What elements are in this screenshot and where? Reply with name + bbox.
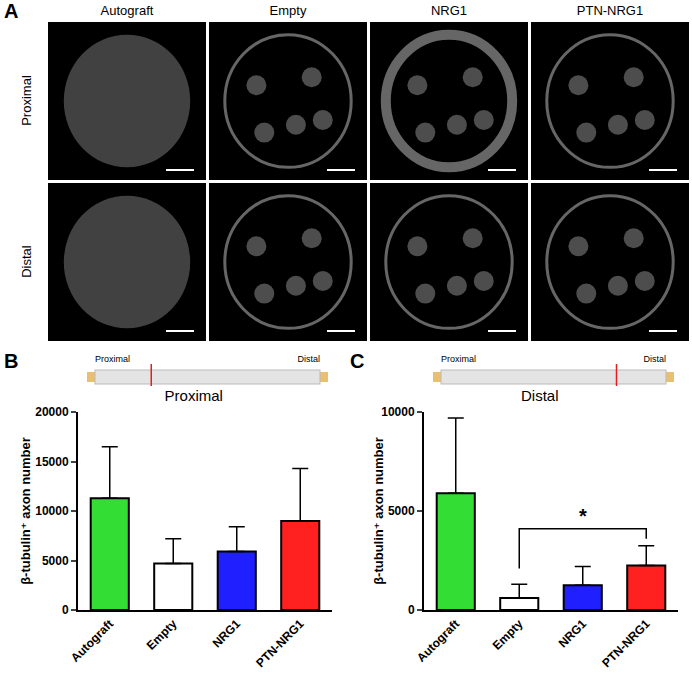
- svg-text:Proximal: Proximal: [165, 387, 223, 404]
- html-text:A: A: [4, 0, 19, 22]
- html-text:Autograft: Autograft: [100, 3, 154, 18]
- html-text:C: C: [350, 350, 365, 372]
- svg-text:Empty: Empty: [490, 617, 526, 653]
- svg-text:10000: 10000: [35, 504, 69, 518]
- svg-text:*: *: [579, 505, 587, 527]
- svg-text:Proximal: Proximal: [95, 354, 130, 364]
- svg-text:Distal: Distal: [643, 354, 666, 364]
- html-text:PTN-NRG1: PTN-NRG1: [576, 3, 644, 18]
- svg-text:0: 0: [408, 603, 415, 617]
- html-text:NRG1: NRG1: [430, 3, 468, 18]
- html-text:B: B: [4, 350, 19, 372]
- svg-text:15000: 15000: [35, 455, 69, 469]
- svg-text:Distal: Distal: [521, 387, 559, 404]
- svg-text:10000: 10000: [381, 405, 415, 419]
- svg-text:Distal: Distal: [297, 354, 320, 364]
- svg-text:β-tubulin⁺ axon number: β-tubulin⁺ axon number: [371, 437, 386, 585]
- svg-text:0: 0: [62, 603, 69, 617]
- svg-text:Autograft: Autograft: [414, 617, 462, 665]
- html-text:Distal: Distal: [18, 245, 34, 278]
- svg-text:5000: 5000: [42, 554, 69, 568]
- svg-text:20000: 20000: [35, 405, 69, 419]
- svg-text:NRG1: NRG1: [556, 617, 590, 651]
- svg-text:NRG1: NRG1: [210, 617, 244, 651]
- svg-text:Proximal: Proximal: [441, 354, 476, 364]
- html-text:Empty: Empty: [269, 3, 307, 18]
- svg-text:β-tubulin⁺ axon number: β-tubulin⁺ axon number: [18, 437, 33, 585]
- svg-text:Autograft: Autograft: [68, 617, 116, 665]
- html-text:Proximal: Proximal: [18, 75, 34, 126]
- svg-text:Empty: Empty: [144, 617, 180, 653]
- svg-text:5000: 5000: [388, 504, 415, 518]
- svg-text:PTN-NRG1: PTN-NRG1: [253, 617, 307, 671]
- svg-text:PTN-NRG1: PTN-NRG1: [599, 617, 653, 671]
